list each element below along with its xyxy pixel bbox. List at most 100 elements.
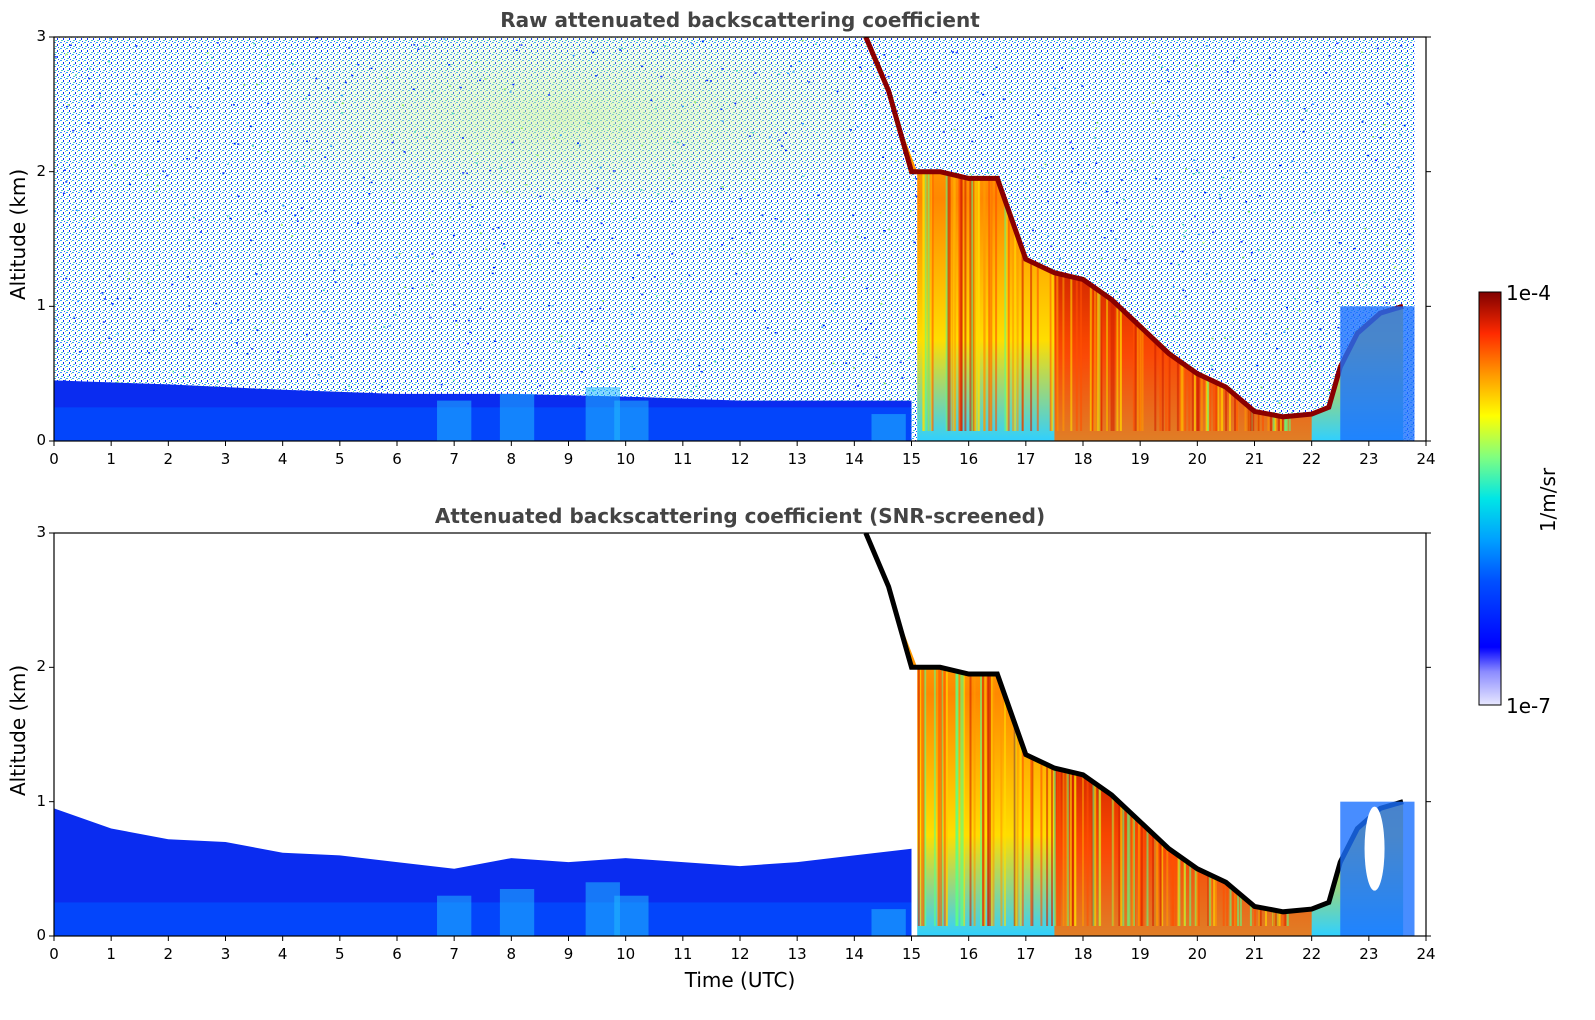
noise-speck [567,394,570,396]
noise-speck [888,228,891,231]
rain-streak [1006,203,1009,431]
noise-speck [596,187,599,189]
noise-speck [485,248,488,251]
noise-speck [484,78,487,80]
rain-streak [1234,889,1237,926]
noise-speck [1125,218,1128,220]
noise-speck [76,300,79,303]
noise-speck [814,43,817,45]
rain-streak [1217,383,1220,431]
noise-speck [89,190,92,192]
rain-streak [1229,885,1232,926]
noise-speck [1273,69,1276,71]
noise-speck [102,321,105,323]
noise-speck [835,241,838,243]
noise-speck [1294,298,1297,300]
noise-speck [1044,163,1047,166]
noise-speck [953,128,956,131]
noise-speck [128,272,131,274]
noise-speck [778,73,781,75]
rain-streak [1089,284,1092,431]
colorbar-label: 1/m/sr [1536,467,1560,533]
noise-speck [237,319,240,321]
panel-snr-screened-backscatter [49,532,1431,941]
rain-streak [1051,766,1053,926]
noise-speck [865,287,868,290]
rain-streak [1193,371,1196,431]
noise-speck [587,122,590,124]
noise-speck [277,359,280,361]
rain-streak [1184,364,1187,431]
noise-speck [1095,162,1098,164]
noise-speck [249,125,252,128]
noise-speck [330,145,333,147]
noise-speck [65,277,68,280]
noise-speck [1050,245,1053,248]
noise-speck [721,244,724,246]
noise-speck [1399,133,1402,136]
noise-speck [620,47,623,49]
precipitation-region [865,533,1404,936]
noise-speck [417,176,420,178]
noise-speck [479,79,482,82]
noise-speck [395,256,398,258]
noise-speck [458,361,460,363]
x-tick-label: 7 [449,945,459,963]
noise-speck [590,308,593,310]
noise-speck [198,149,200,152]
noise-speck [1081,85,1084,87]
x-tick-label: 4 [277,450,288,468]
rain-streak [1207,378,1210,431]
rain-streak [1270,414,1272,431]
aerosol-plume [871,909,906,936]
x-tick-label: 2 [163,945,174,963]
noise-speck [1224,337,1227,339]
rain-streak [969,178,972,431]
noise-speck [1229,177,1232,180]
rain-streak [1180,361,1183,431]
noise-speck [455,320,458,322]
rain-streak [973,674,976,926]
noise-speck [677,338,680,341]
rain-streak [1288,416,1291,431]
rain-streak [1286,911,1289,926]
x-tick-label: 20 [1187,945,1207,963]
noise-speck [1291,160,1294,162]
noise-speck [351,74,354,77]
noise-speck [251,348,254,350]
noise-speck [207,52,210,54]
noise-speck [1406,248,1409,251]
noise-speck [308,94,311,96]
x-tick-label: 13 [787,945,807,963]
noise-speck [1279,164,1282,167]
noise-speck [431,253,434,255]
noise-speck [641,293,644,296]
noise-speck [682,144,685,146]
rain-streak [1116,304,1119,431]
noise-speck [398,252,401,255]
noise-speck [883,382,886,385]
rain-streak [1056,768,1059,926]
rain-streak [1191,369,1194,431]
rain-streak [1112,795,1115,926]
noise-speck [252,145,254,147]
rain-streak [1179,360,1182,431]
rain-streak [978,178,981,431]
noise-speck [1077,164,1080,166]
noise-speck [559,134,562,136]
noise-speck [260,264,262,266]
x-tick-label: 5 [335,450,345,468]
panel-1-title: Raw attenuated backscattering coefficien… [500,8,980,32]
noise-speck [1242,256,1245,259]
noise-speck [599,307,602,310]
rain-streak [1120,803,1123,926]
noise-speck [633,368,636,370]
noise-speck [539,195,542,198]
noise-speck [520,127,523,129]
noise-speck [536,154,539,157]
noise-speck [670,200,673,203]
rain-streak [1004,693,1006,926]
noise-speck [532,229,535,231]
noise-speck [1198,171,1201,174]
noise-speck [449,251,452,254]
